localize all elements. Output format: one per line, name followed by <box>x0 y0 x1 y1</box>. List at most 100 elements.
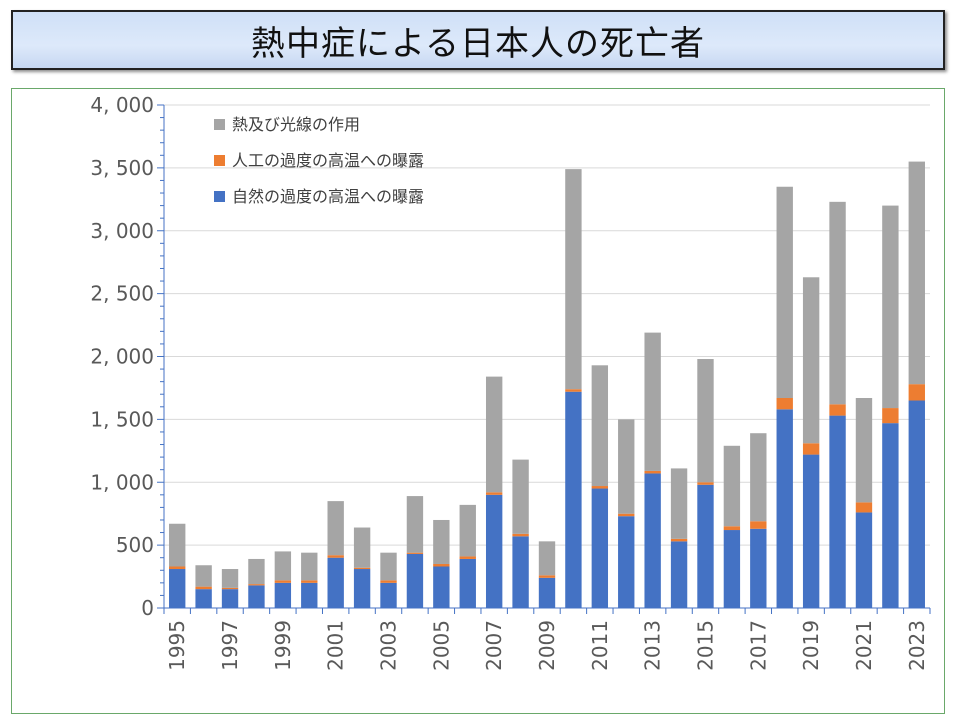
bar-other-2005 <box>433 519 450 564</box>
bar-other-2007 <box>485 376 503 493</box>
bar-artificial-2010 <box>565 389 582 392</box>
bar-artificial-2016 <box>723 526 741 531</box>
bar-natural-2005 <box>433 566 450 608</box>
x-tick-label: 2019 <box>799 620 823 671</box>
bar-other-2016 <box>723 445 741 527</box>
x-tick-label: 2009 <box>535 620 559 671</box>
bar-other-2023 <box>908 161 925 385</box>
y-tick-label: 500 <box>116 533 154 557</box>
bar-other-2011 <box>591 365 609 487</box>
x-tick-label: 2017 <box>746 620 770 671</box>
x-tick-label: 1999 <box>271 620 295 671</box>
bar-artificial-1996 <box>195 586 212 590</box>
bar-artificial-2002 <box>353 567 371 570</box>
x-tick-label: 1997 <box>218 620 242 671</box>
bar-natural-2002 <box>353 569 371 608</box>
x-tick-label: 2021 <box>852 620 876 671</box>
bar-natural-2014 <box>670 541 688 608</box>
legend-label: 自然の過度の高温への曝露 <box>232 187 424 206</box>
x-tick-label: 1995 <box>165 620 189 671</box>
x-tick-label: 2011 <box>588 620 612 671</box>
x-tick-label: 2003 <box>377 620 401 671</box>
bar-natural-2003 <box>380 582 397 608</box>
x-tick-label: 2015 <box>693 620 717 671</box>
bar-artificial-2012 <box>618 513 635 517</box>
bar-other-1996 <box>195 565 212 587</box>
legend-swatch <box>214 119 225 130</box>
bar-natural-2018 <box>776 409 793 608</box>
bar-artificial-1997 <box>221 587 239 590</box>
bar-natural-2016 <box>723 530 741 608</box>
bar-natural-2008 <box>512 536 529 608</box>
legend-swatch <box>214 155 225 166</box>
bar-other-2022 <box>882 205 899 409</box>
bar-artificial-2009 <box>538 575 556 578</box>
bar-artificial-2011 <box>591 486 609 489</box>
bar-natural-2022 <box>882 423 899 608</box>
bar-artificial-2019 <box>802 443 820 455</box>
x-tick-label: 2005 <box>429 620 453 671</box>
bar-artificial-2005 <box>433 563 450 567</box>
bar-artificial-2004 <box>406 552 424 554</box>
x-tick-label: 2013 <box>641 620 665 671</box>
x-tick-label: 2023 <box>905 620 929 671</box>
bar-natural-2004 <box>406 553 424 608</box>
y-tick-label: 3, 500 <box>90 156 154 180</box>
bar-artificial-1998 <box>248 584 265 586</box>
bar-other-2003 <box>380 552 397 581</box>
bar-natural-1998 <box>248 585 265 608</box>
bar-artificial-2013 <box>644 470 661 474</box>
x-tick-label: 2001 <box>324 620 348 671</box>
bar-artificial-2014 <box>670 538 688 542</box>
bar-other-1999 <box>274 551 292 581</box>
bar-artificial-2022 <box>882 408 899 424</box>
bar-other-2001 <box>327 501 344 556</box>
bar-natural-2021 <box>855 512 873 608</box>
bar-other-2013 <box>644 332 661 471</box>
bar-natural-2020 <box>829 415 846 608</box>
bar-other-2014 <box>670 468 688 539</box>
bar-other-2010 <box>565 169 582 390</box>
bar-natural-1999 <box>274 582 292 608</box>
stacked-bar-chart: 0 500 1, 000 1, 500 2, 000 2, 500 3, 000 3, 500… <box>90 93 931 671</box>
x-tick-label: 2007 <box>482 620 506 671</box>
bar-other-2002 <box>353 527 371 568</box>
bar-other-2015 <box>697 359 714 483</box>
y-tick-label: 2, 500 <box>90 282 154 306</box>
bar-other-1995 <box>169 523 186 567</box>
y-tick-label: 0 <box>141 596 154 620</box>
y-tick-label: 1, 500 <box>90 407 154 431</box>
legend-swatch <box>214 191 225 202</box>
bar-natural-2013 <box>644 473 661 608</box>
bar-natural-1995 <box>169 569 186 608</box>
bar-artificial-2020 <box>829 404 846 416</box>
bar-artificial-2000 <box>301 580 318 583</box>
bar-natural-2010 <box>565 391 582 608</box>
bar-artificial-2023 <box>908 384 925 401</box>
bar-other-1998 <box>248 558 265 585</box>
y-tick-label: 4, 000 <box>90 93 154 117</box>
bar-other-2009 <box>538 541 556 576</box>
bar-natural-2001 <box>327 557 344 608</box>
bar-other-2012 <box>618 419 635 514</box>
bar-artificial-2007 <box>485 492 503 495</box>
legend-label: 熱及び光線の作用 <box>232 115 360 134</box>
bar-natural-1997 <box>221 589 239 608</box>
bar-artificial-2001 <box>327 555 344 558</box>
bar-other-2006 <box>459 504 476 557</box>
bar-artificial-1995 <box>169 566 186 570</box>
bar-natural-2023 <box>908 400 925 608</box>
bar-artificial-1999 <box>274 580 292 583</box>
bar-other-2000 <box>301 552 318 581</box>
bar-natural-2012 <box>618 516 635 608</box>
bar-other-2004 <box>406 496 424 553</box>
bar-natural-2011 <box>591 488 609 608</box>
bar-natural-2000 <box>301 582 318 608</box>
legend-label: 人工の過度の高温への曝露 <box>232 151 424 170</box>
bar-natural-2017 <box>750 528 767 608</box>
chart-title: 熱中症による日本人の死亡者 <box>251 23 705 64</box>
bar-artificial-2006 <box>459 556 476 559</box>
bar-natural-2007 <box>485 494 503 608</box>
chart-frame: 0 500 1, 000 1, 500 2, 000 2, 500 3, 000 3, 500… <box>11 88 945 714</box>
bar-artificial-2018 <box>776 397 793 410</box>
